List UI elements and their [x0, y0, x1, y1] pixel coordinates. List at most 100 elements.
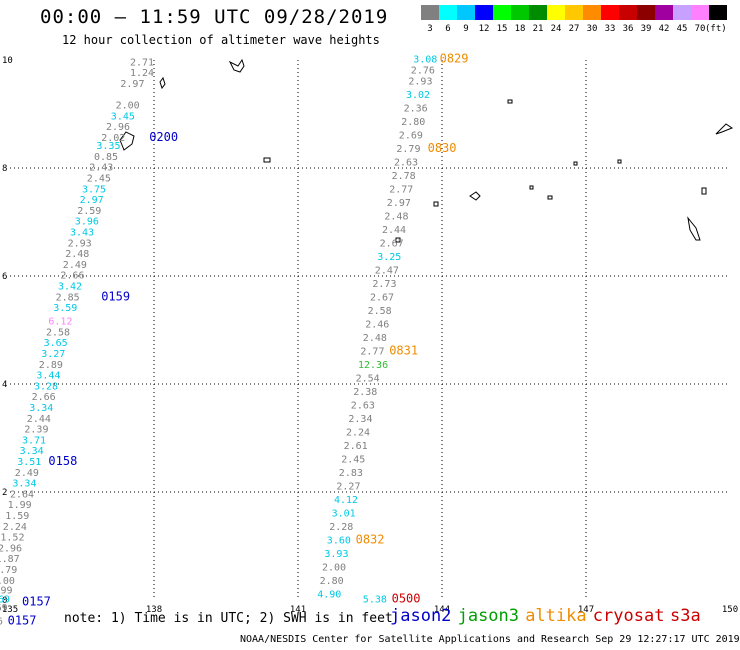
- island-outline: [469, 191, 481, 201]
- swh-value: 3.45: [111, 111, 135, 122]
- swh-value: 2.24: [346, 427, 370, 438]
- swh-value: 2.48: [384, 211, 408, 222]
- swh-value: 2.69: [0, 595, 10, 606]
- pass-time-label: 0157: [22, 594, 51, 608]
- swh-value: 2.93: [408, 76, 432, 87]
- swh-value: 2.73: [372, 279, 396, 290]
- legend-label: 24: [550, 24, 562, 34]
- legend-label: 36: [622, 24, 634, 34]
- island-outline: [159, 76, 166, 90]
- legend-swatch: [583, 5, 601, 20]
- lat-tick-label: 0: [2, 596, 7, 606]
- legend-swatch: [547, 5, 565, 20]
- swh-value: 2.47: [375, 265, 399, 276]
- island-outline: [715, 123, 734, 135]
- swh-value: 12.36: [358, 360, 388, 371]
- lat-tick-label: 10: [2, 56, 13, 66]
- swh-value: 2.97: [120, 79, 144, 90]
- island-outline: [507, 99, 513, 104]
- legend-label: 70: [694, 24, 706, 34]
- swh-value: 2.76: [411, 66, 435, 77]
- legend-label: 21: [532, 24, 544, 34]
- lon-tick-label: 144: [434, 605, 450, 615]
- swh-value: 2.69: [0, 603, 8, 614]
- island-outline: [433, 201, 439, 207]
- legend-label: 6: [445, 24, 451, 34]
- swh-value: 6.12: [48, 317, 72, 328]
- swh-value: 2.59: [77, 206, 101, 217]
- page-title: 00:00 – 11:59 UTC 09/28/2019: [40, 6, 389, 28]
- island-outline: [395, 237, 401, 243]
- swh-value: 2.63: [351, 400, 375, 411]
- lon-tick-label: 150: [722, 605, 738, 615]
- swh-value: 3.96: [75, 217, 99, 228]
- pass-time-label: 0829: [440, 52, 469, 66]
- legend-label: 33: [604, 24, 616, 34]
- island-outline: [263, 157, 271, 163]
- satellite-name: s3a: [670, 606, 701, 626]
- lat-tick-label: 4: [2, 380, 7, 390]
- swh-value: 2.58: [368, 306, 392, 317]
- swh-value: 2.00: [116, 101, 140, 112]
- satellite-name: jason3: [457, 606, 520, 626]
- swh-value: 2.48: [363, 333, 387, 344]
- legend-label: 27: [568, 24, 580, 34]
- swh-value: 3.43: [70, 228, 94, 239]
- legend-label: 9: [463, 24, 469, 34]
- swh-value: 2.67: [380, 238, 404, 249]
- swh-value: 2.83: [339, 468, 363, 479]
- swh-value: 1.52: [0, 533, 24, 544]
- swh-value: 2.63: [394, 157, 418, 168]
- swh-value: 2.28: [329, 522, 353, 533]
- island-outline: [228, 58, 245, 73]
- swh-value: 3.51: [17, 457, 41, 468]
- swh-value: 2.49: [63, 260, 87, 271]
- swh-value: 3.27: [41, 349, 65, 360]
- legend-unit: (ft): [705, 24, 727, 34]
- swh-value: 2.43: [89, 163, 113, 174]
- swh-value: 2.45: [341, 454, 365, 465]
- swh-value: 2.80: [320, 576, 344, 587]
- swh-value: 2.38: [353, 387, 377, 398]
- swh-value: 2.54: [356, 373, 380, 384]
- swh-value: 2.66: [32, 392, 56, 403]
- pass-time-label: 0157: [8, 613, 37, 627]
- swh-value: 2.89: [39, 360, 63, 371]
- pass-time-label: 0830: [428, 141, 457, 155]
- swh-value: 4.90: [317, 589, 341, 600]
- page-subtitle: 12 hour collection of altimeter wave hei…: [62, 33, 380, 47]
- swh-value: 2.64: [10, 489, 34, 500]
- legend-swatch: [709, 5, 727, 20]
- swh-value: 2.85: [56, 292, 80, 303]
- swh-value: 2.79: [396, 144, 420, 155]
- swh-value: 2.96: [0, 543, 22, 554]
- legend-swatch: [655, 5, 673, 20]
- legend-swatch: [439, 5, 457, 20]
- island-outline: [573, 161, 578, 166]
- swh-value: 3.35: [96, 141, 120, 152]
- swh-value: 2.48: [65, 249, 89, 260]
- swh-value: 2.80: [401, 117, 425, 128]
- pass-time-label: 0159: [101, 289, 130, 303]
- swh-value: 2.78: [392, 171, 416, 182]
- satellite-name: jason2: [390, 606, 452, 626]
- swh-value: 2.45: [87, 174, 111, 185]
- lat-tick-label: 6: [2, 272, 7, 282]
- swh-value: 2.16: [0, 616, 3, 627]
- swh-value: 3.34: [12, 479, 36, 490]
- swh-value: 2.46: [365, 319, 389, 330]
- satellite-name: cryosat: [592, 606, 665, 626]
- swh-value: 2.39: [24, 425, 48, 436]
- swh-value: 1.59: [5, 511, 29, 522]
- lat-tick-label: 8: [2, 164, 7, 174]
- swh-value: 2.66: [60, 271, 84, 282]
- swh-value: 2.97: [387, 198, 411, 209]
- swh-value: 2.49: [15, 468, 39, 479]
- swh-value: 1.99: [8, 500, 32, 511]
- swh-value: 3.42: [58, 282, 82, 293]
- swh-value: 2.34: [348, 414, 372, 425]
- swh-value: 3.02: [406, 90, 430, 101]
- legend-swatch: [691, 5, 709, 20]
- swh-value: 2.93: [68, 238, 92, 249]
